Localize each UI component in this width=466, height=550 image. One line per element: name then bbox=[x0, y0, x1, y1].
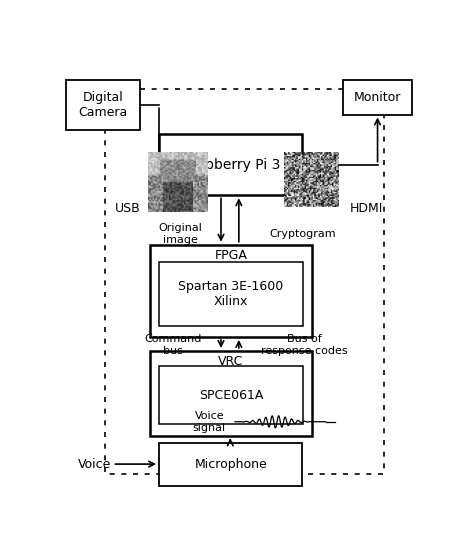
Text: Command
bus: Command bus bbox=[144, 334, 202, 355]
Bar bbox=[159, 443, 302, 486]
Text: USB: USB bbox=[115, 202, 141, 215]
Text: Original
image: Original image bbox=[159, 223, 203, 245]
Text: Cryptogram: Cryptogram bbox=[269, 229, 336, 239]
Text: Spartan 3E-1600
Xilinx: Spartan 3E-1600 Xilinx bbox=[178, 280, 284, 308]
Text: Bus of
response codes: Bus of response codes bbox=[261, 334, 348, 355]
Text: Voice
signal: Voice signal bbox=[193, 411, 226, 432]
Bar bbox=[150, 245, 312, 337]
Bar bbox=[159, 262, 303, 326]
Text: Microphone: Microphone bbox=[194, 458, 267, 471]
Bar bbox=[159, 366, 303, 424]
Text: VRC: VRC bbox=[219, 355, 244, 368]
Text: SPCE061A: SPCE061A bbox=[199, 389, 263, 402]
Text: HDMI: HDMI bbox=[350, 202, 383, 215]
Text: Voice: Voice bbox=[78, 458, 111, 471]
Text: Digital
Camera: Digital Camera bbox=[78, 91, 127, 119]
Text: Raspberry Pi 3: Raspberry Pi 3 bbox=[180, 157, 281, 172]
Bar bbox=[66, 80, 140, 130]
Text: Monitor: Monitor bbox=[354, 91, 401, 104]
Text: FPGA: FPGA bbox=[215, 249, 247, 262]
Bar bbox=[343, 80, 411, 114]
Bar bbox=[150, 351, 312, 436]
Bar bbox=[105, 89, 384, 474]
Bar bbox=[159, 134, 302, 195]
